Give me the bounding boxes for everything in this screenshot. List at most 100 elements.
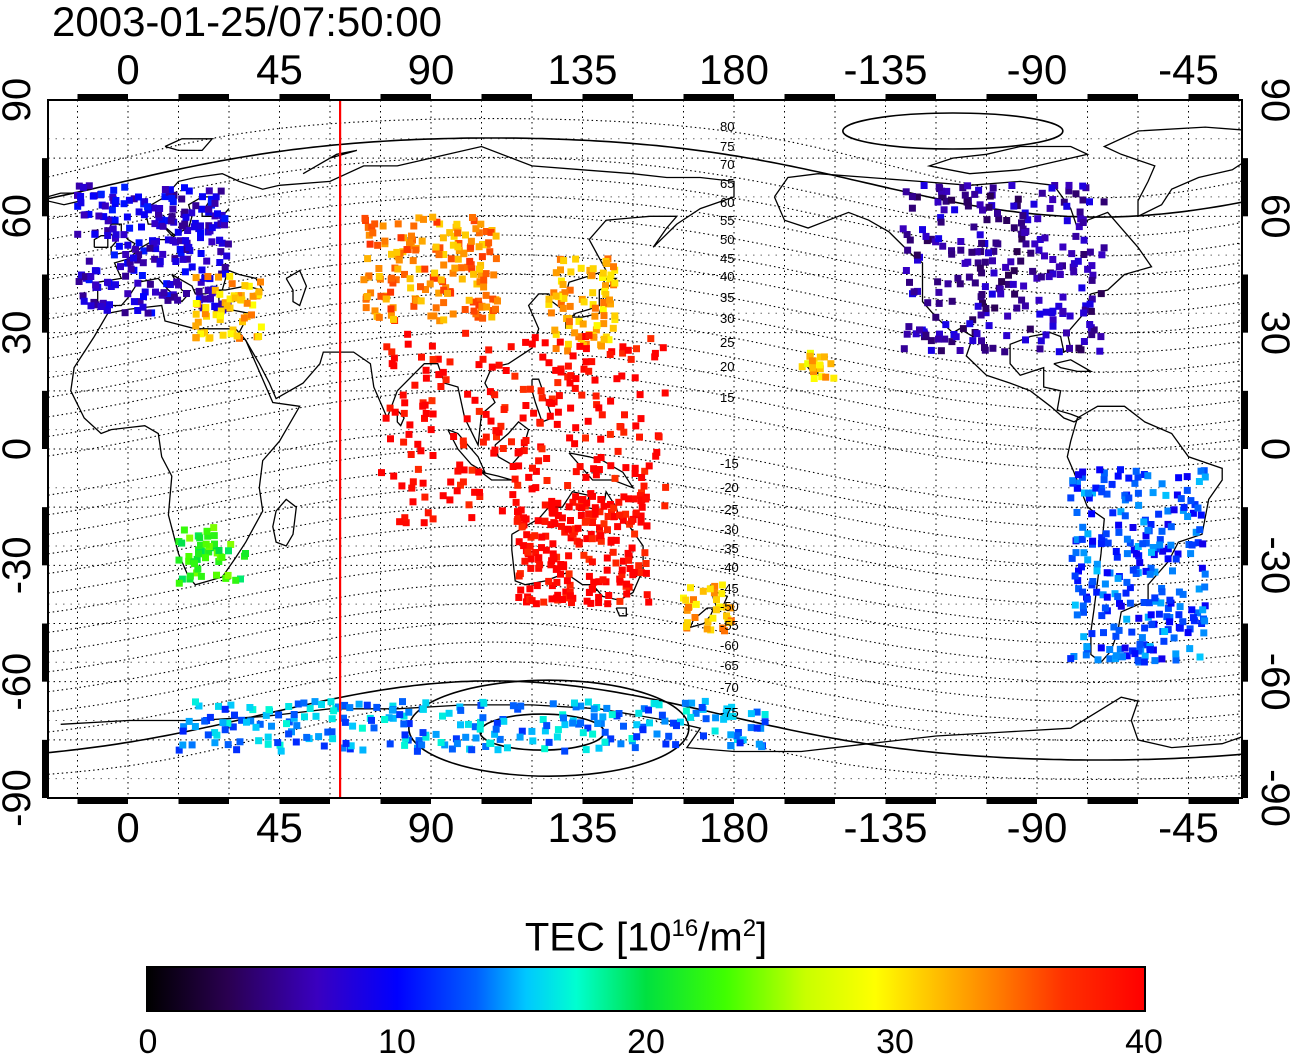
- tec-point: [494, 746, 502, 754]
- tec-point: [640, 705, 648, 713]
- tec-point: [591, 304, 599, 312]
- tec-point: [435, 371, 443, 379]
- tec-point: [252, 723, 260, 731]
- tec-point: [1102, 530, 1110, 538]
- tec-point: [77, 199, 85, 207]
- tec-point: [193, 569, 201, 577]
- tec-point: [188, 741, 196, 749]
- tec-point: [571, 440, 579, 448]
- tec-point: [1201, 602, 1209, 610]
- tec-point: [489, 295, 497, 303]
- tec-point: [611, 474, 619, 482]
- tec-point: [956, 347, 964, 354]
- tec-point: [360, 276, 368, 284]
- tec-point: [1176, 624, 1184, 632]
- tec-point: [1066, 312, 1074, 320]
- frame-band-top: [784, 94, 836, 100]
- tec-point: [571, 699, 578, 707]
- tec-point: [539, 716, 547, 723]
- tec-point: [387, 435, 394, 443]
- tec-point: [599, 269, 607, 277]
- tec-point: [645, 598, 653, 606]
- geomag-oval-south-outer: [408, 679, 690, 778]
- tec-point: [412, 246, 420, 254]
- tec-point: [1079, 523, 1087, 531]
- tec-point: [487, 417, 495, 425]
- tec-point: [605, 592, 613, 599]
- tec-point: [366, 240, 374, 248]
- tec-point: [87, 273, 95, 280]
- tec-point: [471, 396, 479, 404]
- tec-point: [603, 554, 611, 562]
- tec-point: [994, 240, 1002, 248]
- tec-point: [575, 317, 583, 325]
- tec-point: [255, 333, 263, 340]
- tec-point: [1080, 251, 1088, 258]
- tec-point: [1104, 539, 1112, 547]
- tec-point: [387, 288, 395, 296]
- tec-point: [535, 554, 543, 562]
- geomag-oval-north: [842, 112, 1064, 150]
- tec-point: [413, 747, 421, 755]
- tec-point: [227, 330, 235, 338]
- tec-point: [538, 394, 546, 402]
- tec-point: [400, 720, 408, 728]
- tec-point: [611, 279, 619, 287]
- tec-point: [458, 275, 466, 283]
- lat-tick-label-left: 60: [0, 194, 39, 239]
- tec-point: [1063, 202, 1071, 210]
- geomag-contour: [48, 253, 1242, 334]
- frame-band-bottom: [1188, 798, 1240, 804]
- tec-point: [515, 538, 523, 546]
- tec-point: [1116, 645, 1124, 653]
- tec-point: [138, 272, 146, 279]
- tec-point: [468, 265, 476, 273]
- tec-point: [192, 310, 200, 318]
- tec-point: [603, 260, 611, 267]
- tec-point: [935, 235, 943, 243]
- tec-point: [584, 417, 592, 425]
- tec-point: [616, 578, 624, 586]
- tec-point: [74, 230, 82, 238]
- tec-point: [1088, 295, 1096, 303]
- coastline-japan: [565, 277, 618, 329]
- tec-point: [712, 714, 720, 722]
- tec-point: [572, 424, 580, 432]
- tec-point: [164, 236, 172, 244]
- tec-point: [1079, 468, 1087, 476]
- tec-point: [229, 723, 237, 731]
- tec-point: [543, 455, 551, 462]
- tec-point: [179, 727, 187, 735]
- tec-point: [245, 282, 253, 290]
- tec-point: [1201, 583, 1209, 591]
- tec-point: [429, 356, 437, 363]
- tec-point: [543, 477, 551, 484]
- tec-point: [206, 713, 214, 721]
- tec-point: [371, 220, 379, 228]
- tec-point: [421, 265, 429, 273]
- tec-point: [1148, 548, 1155, 556]
- tec-point: [612, 536, 620, 544]
- tec-point: [591, 312, 599, 320]
- tec-point: [545, 738, 553, 746]
- tec-point: [1088, 630, 1096, 638]
- tec-point: [1093, 560, 1101, 568]
- frame-band-top: [178, 94, 230, 100]
- tec-point: [564, 482, 572, 489]
- tec-point: [1117, 508, 1125, 516]
- tec-point: [577, 264, 585, 272]
- tec-point: [937, 218, 945, 226]
- tec-point: [685, 603, 693, 611]
- tec-point: [176, 246, 184, 253]
- tec-point: [612, 559, 620, 567]
- lat-tick-label-left: 90: [0, 78, 39, 123]
- coastline-scandinavia: [161, 196, 230, 237]
- tec-point: [1147, 611, 1155, 619]
- tec-point: [1177, 495, 1185, 503]
- tec-point: [1156, 541, 1164, 549]
- tec-point: [1164, 507, 1172, 515]
- tec-point: [204, 532, 212, 540]
- tec-point: [557, 266, 564, 274]
- lon-tick-label-bottom: -135: [843, 804, 927, 851]
- tec-point: [100, 213, 108, 221]
